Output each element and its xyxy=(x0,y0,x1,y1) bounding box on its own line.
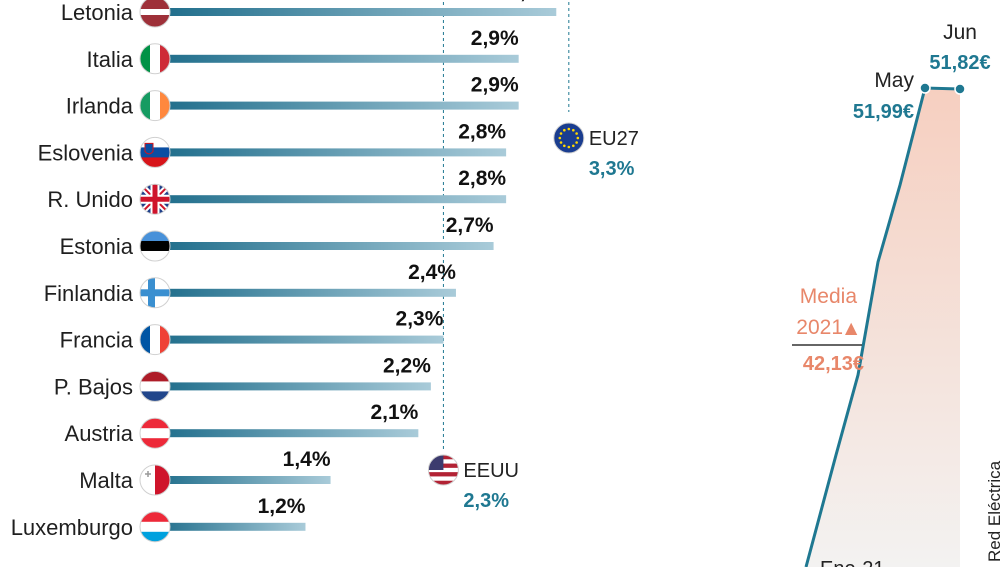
average-label: Media xyxy=(800,285,858,308)
uk-flag-icon xyxy=(139,183,171,215)
ref-name-eeuu: EEUU xyxy=(463,460,519,482)
finland-flag-icon xyxy=(139,277,171,309)
average-marker-icon: ▲ xyxy=(845,318,858,337)
reference-labels: EEUU 2,3% EU27 3,3% xyxy=(427,122,639,512)
bar-series: Letonia 3,2% Italia 2,9% Irlanda 2,9% Esloveni… xyxy=(11,0,557,543)
value-label: 2,2% xyxy=(383,354,431,377)
austria-flag-icon xyxy=(139,417,171,449)
ref-value-eu27: 3,3% xyxy=(589,158,635,180)
italy-flag-icon xyxy=(139,43,171,75)
country-label: Eslovenia xyxy=(38,140,134,165)
country-label: Italia xyxy=(87,47,134,72)
value-label: 2,8% xyxy=(458,120,506,143)
average-year: 2021 xyxy=(796,316,843,339)
country-label: Irlanda xyxy=(66,94,134,119)
luxembourg-flag-icon xyxy=(139,511,171,543)
bar-row: Francia 2,3% xyxy=(60,308,444,356)
bar-austria xyxy=(155,429,419,438)
us-flag-icon xyxy=(427,454,459,486)
value-label: 3,2% xyxy=(508,0,556,3)
ref-value-eeuu: 2,3% xyxy=(463,490,509,512)
bar-row: Italia 2,9% xyxy=(87,27,519,75)
price-point-may xyxy=(919,82,931,94)
eu-flag-icon xyxy=(553,122,585,154)
partial-axis-label: Ene-21 xyxy=(820,558,885,567)
bar-finlandia xyxy=(155,288,456,297)
price-area-fill xyxy=(806,88,960,567)
value-label: 2,8% xyxy=(458,167,506,190)
bar-row: Eslovenia 2,8% xyxy=(38,120,507,168)
value-label: 2,9% xyxy=(471,74,519,97)
bar-row: P. Bajos 2,2% xyxy=(54,354,431,402)
bar-row: Letonia 3,2% xyxy=(61,0,557,28)
bar-francia xyxy=(155,335,444,344)
latvia-flag-icon xyxy=(139,0,171,28)
bar-luxemburgo xyxy=(155,522,306,531)
value-label: 2,7% xyxy=(446,214,494,237)
country-label: Austria xyxy=(65,421,134,446)
country-label: Malta xyxy=(79,468,134,493)
reference-lines xyxy=(442,0,570,450)
country-label: Letonia xyxy=(61,0,134,25)
bar-irlanda xyxy=(155,101,519,110)
bar-eslovenia xyxy=(155,148,507,157)
point-value-may: 51,99€ xyxy=(853,101,914,123)
country-label: Luxemburgo xyxy=(11,515,133,540)
bar-malta xyxy=(155,476,331,484)
price-area-chart: May 51,99€ Jun 51,82€ Media 2021 ▲ 42,13… xyxy=(792,21,1004,567)
point-label-jun: Jun xyxy=(943,21,977,44)
bar-r-unido xyxy=(155,195,507,204)
value-label: 1,4% xyxy=(283,448,331,471)
estonia-flag-icon xyxy=(139,230,171,262)
value-label: 2,4% xyxy=(408,261,456,284)
bar-italia xyxy=(155,54,519,63)
bar-letonia xyxy=(155,8,557,16)
bar-row: Finlandia 2,4% xyxy=(44,261,456,309)
country-label: R. Unido xyxy=(47,187,133,212)
france-flag-icon xyxy=(139,324,171,356)
country-label: Estonia xyxy=(60,234,134,259)
country-label: Finlandia xyxy=(44,281,134,306)
average-value: 42,13€ xyxy=(803,353,864,375)
point-label-may: May xyxy=(874,69,914,92)
country-label: P. Bajos xyxy=(54,374,133,399)
bar-estonia xyxy=(155,242,494,250)
bar-row: Estonia 2,7% xyxy=(60,214,494,262)
bar-p-bajos xyxy=(155,382,431,391)
bar-row: Malta 1,4% xyxy=(79,448,331,496)
netherlands-flag-icon xyxy=(139,370,171,402)
source-text: Red Eléctrica xyxy=(985,460,1004,562)
slovenia-flag-icon xyxy=(139,136,171,168)
bar-row: Austria 2,1% xyxy=(65,401,419,449)
malta-flag-icon xyxy=(139,464,171,496)
price-point-jun xyxy=(954,83,966,95)
bar-row: Irlanda 2,9% xyxy=(66,74,519,122)
value-label: 2,1% xyxy=(370,401,418,424)
bar-row: Luxemburgo 1,2% xyxy=(11,495,306,543)
value-label: 2,9% xyxy=(471,27,519,50)
ireland-flag-icon xyxy=(139,90,171,122)
value-label: 2,3% xyxy=(396,308,444,331)
bar-row: R. Unido 2,8% xyxy=(47,167,507,215)
ref-name-eu27: EU27 xyxy=(589,128,639,150)
country-label: Francia xyxy=(60,328,134,353)
point-value-jun: 51,82€ xyxy=(929,52,990,74)
value-label: 1,2% xyxy=(258,495,306,518)
